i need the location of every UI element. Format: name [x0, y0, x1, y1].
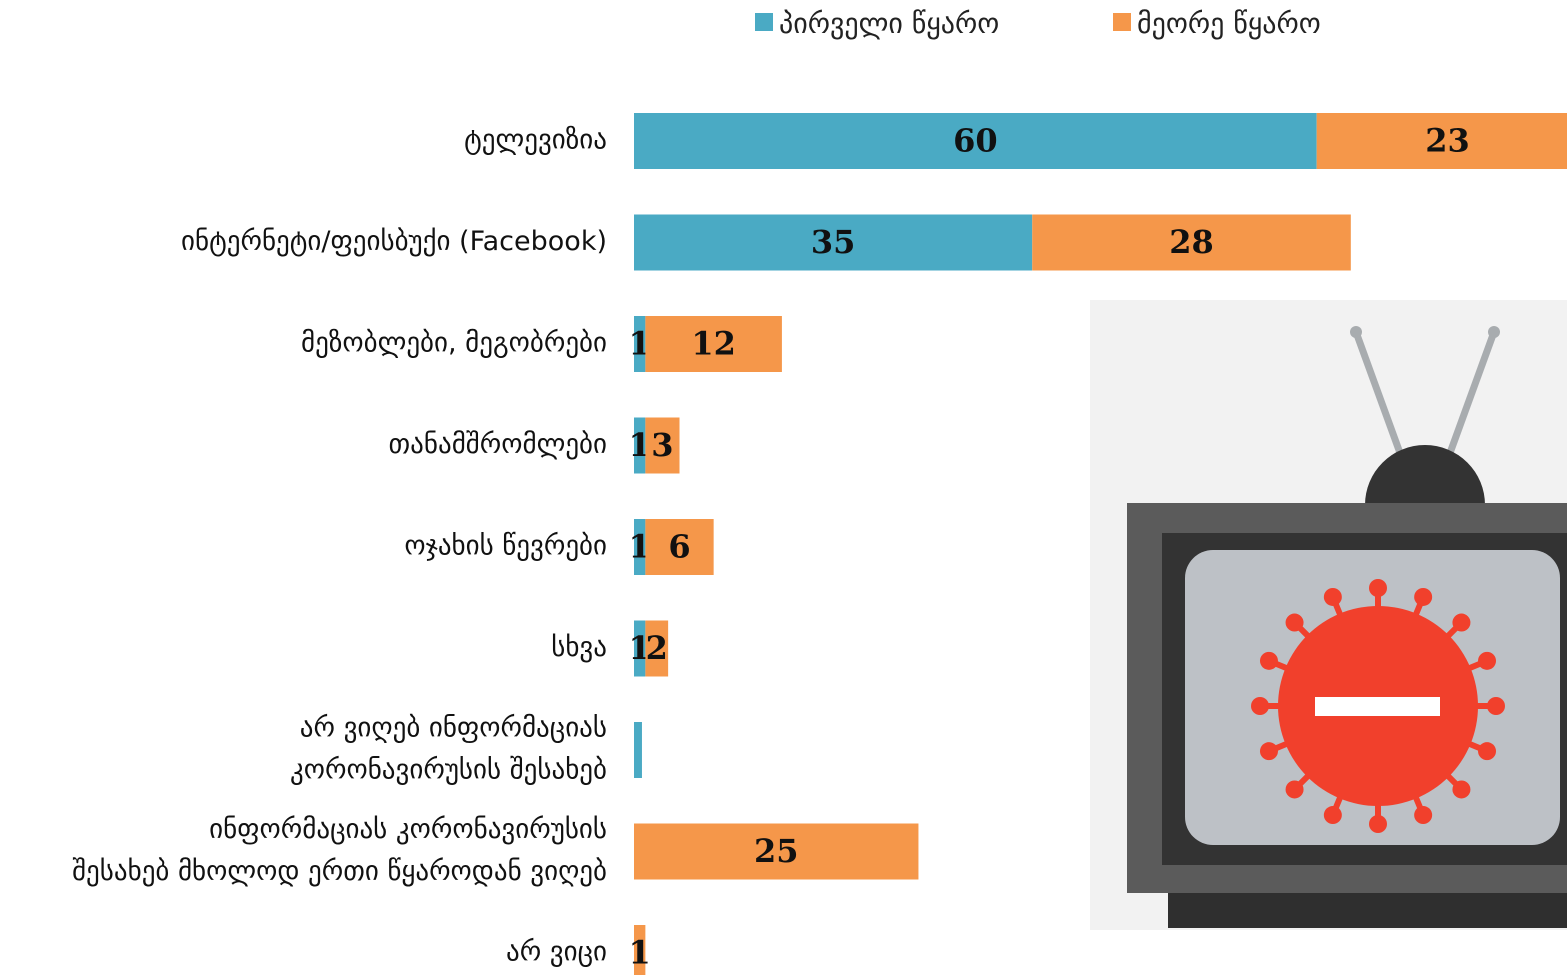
legend-swatch — [1113, 13, 1131, 31]
category-label: მეზობლები, მეგობრები — [301, 328, 607, 359]
virus-spike-tip — [1259, 742, 1278, 761]
bar-segment — [634, 519, 646, 575]
bar-segment — [1316, 113, 1567, 169]
bar-segment — [634, 620, 646, 677]
value-label: 1 — [629, 528, 651, 566]
value-label: 1 — [629, 325, 651, 363]
category-label: არ ვიცი — [506, 937, 607, 968]
bar-segment — [1032, 214, 1351, 271]
category-label: ინტერნეტი/ფეისბუქი (Facebook) — [181, 226, 607, 257]
category-label: შესახებ მხოლოდ ერთი წყაროდან ვიღებ — [72, 856, 607, 887]
value-label: 6 — [668, 528, 690, 566]
value-label: 1 — [629, 934, 651, 972]
virus-spike-tip — [1251, 697, 1269, 715]
virus-spike-tip — [1323, 806, 1342, 825]
virus-spike-tip — [1369, 815, 1387, 833]
antenna-base — [1365, 445, 1485, 505]
value-label: 35 — [811, 223, 856, 261]
value-label: 25 — [754, 832, 799, 870]
bar-segment — [634, 316, 646, 372]
virus-spike-tip — [1478, 742, 1497, 761]
virus-spike-tip — [1285, 613, 1304, 632]
value-label: 12 — [691, 325, 736, 363]
category-label: თანამშრომლები — [389, 429, 607, 460]
value-label: 23 — [1425, 122, 1470, 160]
bar-segment — [645, 620, 669, 677]
antenna-tip — [1350, 326, 1362, 338]
bar-segment — [634, 925, 646, 979]
antenna-tip — [1488, 326, 1500, 338]
value-label: 1 — [629, 426, 651, 464]
legend-swatch — [755, 13, 773, 31]
virus-icon — [1251, 579, 1505, 833]
value-label: 28 — [1169, 223, 1214, 261]
value-label: 60 — [953, 122, 998, 160]
bar-segment — [634, 823, 919, 880]
virus-spike-tip — [1414, 587, 1433, 606]
virus-spike-tip — [1487, 697, 1505, 715]
bar-segment — [645, 519, 714, 575]
category-label: ინფორმაციას კორონავირუსის — [209, 814, 607, 845]
virus-spike-tip — [1478, 651, 1497, 670]
legend-label: მეორე წყარო — [1137, 7, 1321, 40]
bar-segment — [645, 316, 782, 372]
category-label: არ ვიღებ ინფორმაციას — [300, 713, 607, 744]
bar-segment — [634, 113, 1317, 169]
virus-spike-tip — [1414, 806, 1433, 825]
value-label: 2 — [646, 629, 668, 667]
virus-spike-tip — [1452, 780, 1471, 799]
bar-segment — [634, 214, 1033, 271]
bar-segment — [634, 722, 642, 778]
category-label: კორონავირუსის შესახებ — [290, 755, 607, 786]
tv-stand — [1168, 893, 1567, 928]
category-label: სხვა — [551, 632, 607, 663]
virus-spike-tip — [1452, 613, 1471, 632]
virus-spike-tip — [1285, 780, 1304, 799]
category-label: ოჯახის წევრები — [404, 531, 607, 562]
legend-label: პირველი წყარო — [779, 7, 999, 40]
category-label: ტელევიზია — [464, 125, 607, 156]
virus-spike-tip — [1323, 587, 1342, 606]
bar-segment — [634, 417, 646, 474]
tv-illustration — [1090, 300, 1567, 930]
virus-spike-tip — [1259, 651, 1278, 670]
no-entry-bar — [1315, 697, 1440, 716]
value-label: 3 — [651, 426, 673, 464]
bar-segment — [645, 417, 680, 474]
value-label: 1 — [629, 629, 651, 667]
virus-spike-tip — [1369, 579, 1387, 597]
